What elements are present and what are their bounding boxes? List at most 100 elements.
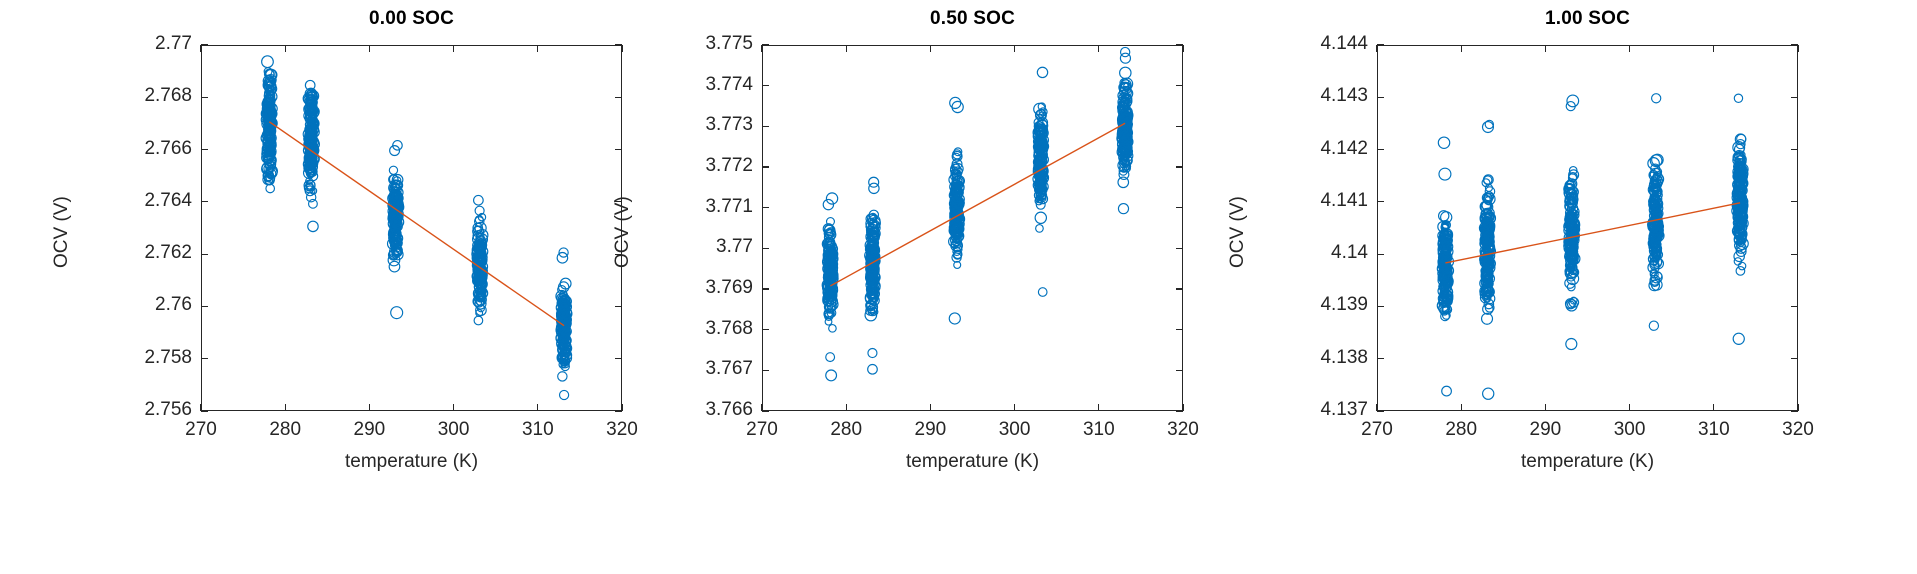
outlier-marker <box>822 198 835 211</box>
y-tick-label: 4.137 <box>1320 399 1368 420</box>
x-tick-mark <box>929 404 931 411</box>
x-tick-label: 270 <box>746 419 778 440</box>
x-tick-label: 280 <box>1445 419 1478 440</box>
x-tick-label: 300 <box>437 419 470 440</box>
x-tick-mark <box>1098 404 1100 411</box>
y-tick-label: 3.775 <box>705 33 753 54</box>
outlier-marker <box>825 192 839 205</box>
y-tick-mark <box>1377 358 1384 360</box>
y-tick-mark <box>762 410 769 412</box>
y-tick-mark-right <box>1176 166 1183 168</box>
y-tick-mark <box>1377 305 1384 308</box>
outlier-marker <box>868 176 880 188</box>
chart-panel-0: 0.00 SOC 2.756 2.758 2.76 2.762 2.764 2.766 2.7… <box>0 0 742 574</box>
outlier-marker <box>1732 332 1745 345</box>
x-tick-mark <box>1797 404 1799 411</box>
y-tick-label: 4.142 <box>1320 137 1368 159</box>
x-tick-mark <box>1544 404 1546 411</box>
x-tick-label: 310 <box>521 419 554 440</box>
outlier-marker <box>389 145 401 157</box>
x-tick-mark-top <box>1544 45 1546 52</box>
outlier-marker <box>473 194 484 206</box>
outlier-marker <box>307 220 319 233</box>
x-tick-mark-top <box>200 45 202 52</box>
y-axis-label: OCV (V) <box>51 196 72 268</box>
x-tick-mark-top <box>1014 45 1016 52</box>
x-tick-mark <box>1713 404 1715 411</box>
y-tick-mark-right <box>1791 358 1798 360</box>
x-tick-mark-top <box>761 45 763 52</box>
outlier-marker <box>1037 287 1048 297</box>
x-tick-label: 290 <box>353 419 386 440</box>
outlier-marker <box>1651 93 1662 104</box>
outlier-marker <box>558 247 569 258</box>
y-tick-mark-right <box>615 201 622 203</box>
outlier-marker <box>1648 320 1660 331</box>
x-tick-mark <box>200 404 202 411</box>
y-tick-mark-right <box>1791 148 1798 151</box>
outlier-marker <box>949 96 962 110</box>
x-tick-mark <box>845 404 847 411</box>
y-tick-label: 3.771 <box>705 195 753 217</box>
data-layer <box>260 55 573 401</box>
outlier-marker <box>265 85 277 96</box>
x-axis-label: temperature (K) <box>905 451 1040 472</box>
x-tick-mark <box>1460 404 1462 411</box>
x-axis-label: temperature (K) <box>1520 451 1655 472</box>
y-tick-label: 3.774 <box>705 73 753 95</box>
x-tick-mark-top <box>1376 45 1378 52</box>
outlier-marker <box>1119 52 1132 64</box>
x-tick-label: 320 <box>606 419 638 440</box>
y-tick-mark <box>201 305 208 308</box>
y-tick-label: 2.768 <box>144 85 192 107</box>
x-tick-mark <box>368 404 370 411</box>
outlier-marker <box>265 183 276 194</box>
y-tick-mark-right <box>615 148 622 151</box>
y-tick-mark-right <box>1791 305 1798 308</box>
y-tick-label: 2.758 <box>144 346 192 368</box>
y-tick-label: 4.141 <box>1320 189 1368 211</box>
chart-panel-2: 1.00 SOC 4.137 4.138 4.139 4.14 4.141 4.142 4.1… <box>1176 0 1917 574</box>
x-tick-label: 280 <box>269 419 302 440</box>
plot-area <box>201 45 622 411</box>
y-tick-mark-right <box>615 305 622 308</box>
x-tick-label: 320 <box>1782 419 1814 440</box>
outlier-marker <box>390 306 404 320</box>
x-tick-mark-top <box>1629 45 1631 52</box>
x-tick-label: 280 <box>830 419 863 440</box>
panel-title: 0.50 SOC <box>929 8 1016 29</box>
y-tick-label: 3.773 <box>705 114 753 136</box>
y-tick-mark <box>201 96 208 98</box>
outlier-marker <box>948 312 961 325</box>
panel-title: 0.00 SOC <box>368 8 455 29</box>
x-tick-mark <box>1376 404 1378 411</box>
data-layer <box>1436 93 1749 400</box>
plot-area <box>762 45 1183 411</box>
y-tick-label: 4.139 <box>1320 294 1368 316</box>
outlier-marker <box>473 315 484 326</box>
outlier-marker <box>1482 387 1495 400</box>
y-tick-mark <box>762 44 769 46</box>
outlier-marker <box>556 251 569 264</box>
chart-panel-1: 0.50 SOC 3.766 3.767 3.768 3.769 3.77 3.771 3.7… <box>561 0 1303 574</box>
x-tick-mark-top <box>537 45 539 52</box>
x-tick-mark-top <box>284 45 286 52</box>
x-tick-mark-top <box>368 45 370 52</box>
outlier-marker <box>1117 203 1130 215</box>
scatter-series <box>260 55 573 401</box>
y-tick-label: 2.762 <box>144 242 192 264</box>
y-tick-label: 2.756 <box>144 399 192 420</box>
panel-title: 1.00 SOC <box>1544 8 1631 29</box>
plot-area <box>1377 45 1798 411</box>
y-tick-mark <box>1377 253 1384 255</box>
outlier-marker <box>474 205 485 216</box>
y-tick-mark <box>1377 410 1384 412</box>
x-tick-label: 310 <box>1082 419 1115 440</box>
x-tick-mark-top <box>1098 45 1100 52</box>
y-tick-label: 3.768 <box>705 317 753 339</box>
outlier-marker <box>261 55 274 69</box>
y-tick-mark-right <box>1176 329 1183 331</box>
y-tick-label: 3.767 <box>705 358 753 380</box>
y-tick-mark <box>201 44 208 46</box>
x-tick-label: 270 <box>185 419 217 440</box>
